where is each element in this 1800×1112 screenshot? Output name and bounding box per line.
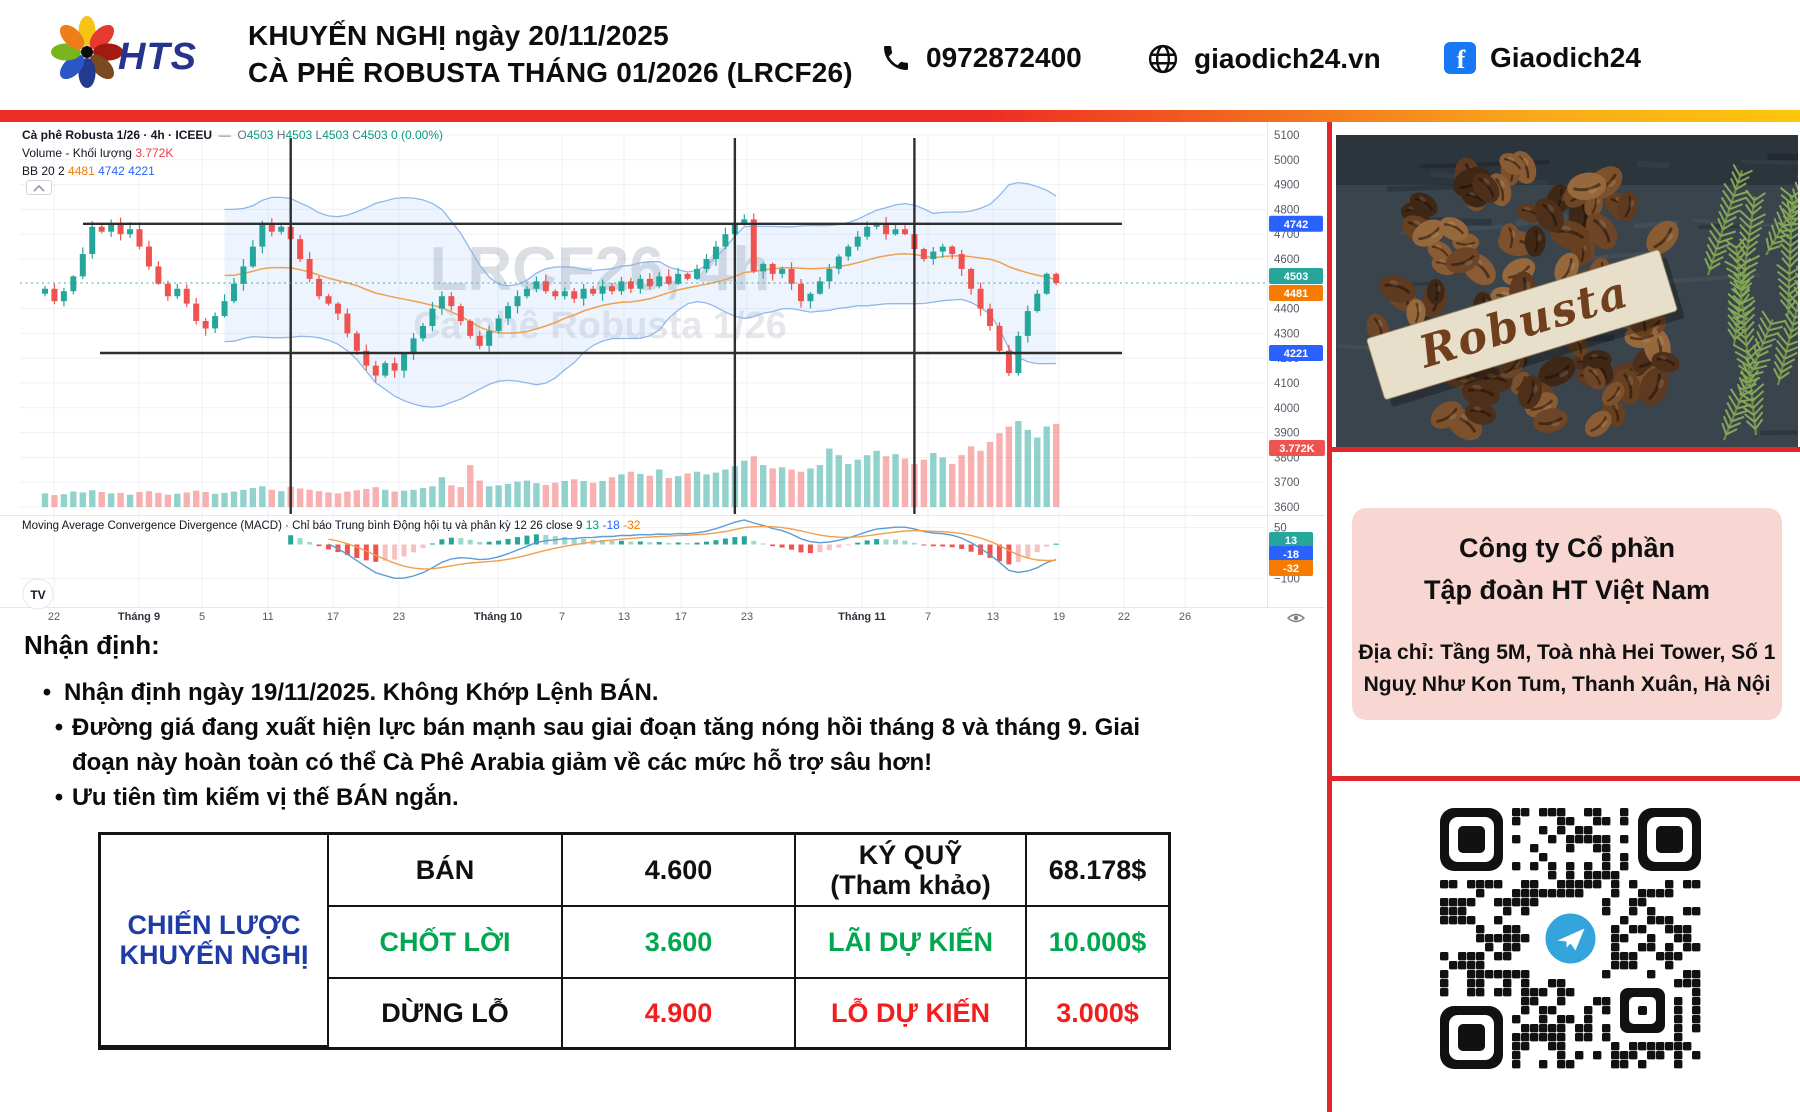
svg-text:4742: 4742 <box>1284 219 1308 231</box>
telegram-qr-code <box>1440 808 1701 1069</box>
sidebar-divider-2 <box>1332 776 1800 781</box>
analysis-section: Nhận định: • Nhận định ngày 19/11/2025. … <box>24 630 1140 815</box>
svg-text:TV: TV <box>30 588 45 602</box>
svg-text:4600: 4600 <box>1274 254 1300 266</box>
report-subtitle: CÀ PHÊ ROBUSTA THÁNG 01/2026 (LRCF26) <box>248 57 853 88</box>
svg-text:Tháng 9: Tháng 9 <box>118 611 160 623</box>
sidebar-divider-1 <box>1332 447 1800 452</box>
svg-text:7: 7 <box>559 611 565 623</box>
svg-text:3700: 3700 <box>1274 477 1300 489</box>
svg-text:-18: -18 <box>1283 549 1299 561</box>
svg-text:23: 23 <box>393 611 405 623</box>
svg-text:4400: 4400 <box>1274 304 1300 316</box>
svg-text:11: 11 <box>262 611 273 623</box>
facebook-icon: f <box>1444 42 1476 74</box>
table-cell-chotloi: CHỐT LỜI <box>329 907 563 979</box>
svg-text:13: 13 <box>987 611 999 623</box>
telegram-icon <box>1540 908 1601 969</box>
table-cell-ban: BÁN <box>329 835 563 907</box>
table-cell-lodukien: LỖ DỰ KIẾN <box>796 979 1027 1047</box>
strategy-table-header: CHIẾN LƯỢC KHUYẾN NGHỊ <box>101 835 329 1047</box>
company-address: Địa chỉ: Tầng 5M, Toà nhà Hei Tower, Số … <box>1358 641 1776 696</box>
svg-text:4100: 4100 <box>1274 378 1300 390</box>
svg-text:3900: 3900 <box>1274 428 1300 440</box>
svg-text:f: f <box>1457 45 1466 74</box>
svg-text:4800: 4800 <box>1274 204 1300 216</box>
company-name-line2: Tập đoàn HT Việt Nam <box>1423 574 1711 605</box>
sidebar-divider-vertical <box>1327 122 1332 1112</box>
table-cell-chotloi-value: 3.600 <box>563 907 796 979</box>
analysis-heading: Nhận định: <box>24 630 160 660</box>
website-url: giaodich24.vn <box>1194 43 1381 74</box>
macd-legend[interactable]: Moving Average Convergence Divergence (M… <box>22 518 641 532</box>
svg-text:-32: -32 <box>1283 563 1299 575</box>
strategy-table: CHIẾN LƯỢC KHUYẾN NGHỊ BÁN 4.600 KÝ QUỸ … <box>98 832 1171 1050</box>
svg-text:5: 5 <box>199 611 205 623</box>
legend-collapse-button[interactable] <box>26 180 52 195</box>
svg-text:7: 7 <box>925 611 931 623</box>
svg-text:3600: 3600 <box>1274 502 1300 514</box>
globe-icon <box>1148 44 1178 74</box>
svg-text:5000: 5000 <box>1274 155 1300 167</box>
svg-text:22: 22 <box>48 611 60 623</box>
table-cell-ban-value: 4.600 <box>563 835 796 907</box>
website-contact[interactable]: giaodich24.vn <box>1146 42 1381 76</box>
report-title: KHUYẾN NGHỊ ngày 20/11/2025 <box>248 20 669 51</box>
table-cell-laidukien-value: 10.000$ <box>1027 907 1168 979</box>
hts-logo-icon <box>51 16 123 88</box>
svg-text:4700: 4700 <box>1274 229 1300 241</box>
hts-logo-text: HTS <box>118 36 197 78</box>
svg-text:26: 26 <box>1179 611 1191 623</box>
svg-text:4000: 4000 <box>1274 403 1300 415</box>
svg-text:23: 23 <box>741 611 753 623</box>
table-cell-lodukien-value: 3.000$ <box>1056 997 1139 1028</box>
analysis-bullet: • Nhận định ngày 19/11/2025. Không Khớp … <box>42 679 659 706</box>
eye-icon[interactable] <box>1286 613 1306 623</box>
svg-text:5100: 5100 <box>1274 130 1300 142</box>
svg-text:13: 13 <box>618 611 630 623</box>
table-cell-kyquy: KÝ QUỸ (Tham khảo) <box>796 835 1027 907</box>
table-cell-laidukien: LÃI DỰ KIẾN <box>796 907 1027 979</box>
analysis-bullet: • Đường giá đang xuất hiện lực bán mạnh … <box>54 714 1140 776</box>
svg-text:4221: 4221 <box>1284 348 1308 360</box>
brand-gradient-bar <box>0 110 1800 122</box>
tradingview-logo[interactable]: TV <box>22 578 54 610</box>
table-cell-dunglo-value: 4.900 <box>563 979 796 1047</box>
company-info-card: Công ty Cổ phần Tập đoàn HT Việt Nam Địa… <box>1352 508 1782 720</box>
price-chart[interactable]: LRCF26, 4hCà phê Robusta 1/2651005000490… <box>0 122 1330 630</box>
phone-icon <box>884 46 908 70</box>
svg-text:4300: 4300 <box>1274 328 1300 340</box>
svg-text:22: 22 <box>1118 611 1130 623</box>
legend-collapse-dash[interactable]: — <box>215 128 235 142</box>
svg-text:4900: 4900 <box>1274 180 1300 192</box>
svg-text:17: 17 <box>327 611 339 623</box>
svg-text:−100: −100 <box>1274 574 1300 586</box>
svg-text:13: 13 <box>1285 535 1297 547</box>
facebook-contact[interactable]: f Giaodich24 <box>1444 42 1641 74</box>
analysis-bullet: • Ưu tiên tìm kiếm vị thế BÁN ngắn. <box>54 784 459 811</box>
phone-contact[interactable]: 0972872400 <box>880 42 1082 74</box>
chart-legend-volume[interactable]: Volume - Khối lượng 3.772K <box>22 146 174 160</box>
svg-text:19: 19 <box>1053 611 1065 623</box>
volume-value: 3.772K <box>135 146 174 160</box>
facebook-name: Giaodich24 <box>1490 42 1641 73</box>
svg-text:Tháng 11: Tháng 11 <box>838 611 886 623</box>
table-cell-dunglo: DỪNG LỖ <box>329 979 563 1047</box>
svg-text:17: 17 <box>675 611 687 623</box>
svg-text:4481: 4481 <box>1284 288 1308 300</box>
phone-number: 0972872400 <box>926 42 1082 73</box>
company-name-line1: Công ty Cổ phần <box>1459 532 1675 563</box>
table-cell-kyquy-value: 68.178$ <box>1027 835 1168 907</box>
robusta-coffee-photo: Robusta <box>1336 135 1798 447</box>
svg-text:4503: 4503 <box>1284 271 1308 283</box>
symbol-name: Cà phê Robusta 1/26 · 4h · ICEEU <box>22 128 213 142</box>
chart-legend-symbol[interactable]: Cà phê Robusta 1/26 · 4h · ICEEU — O4503… <box>22 128 443 142</box>
svg-text:50: 50 <box>1274 523 1287 535</box>
svg-text:Tháng 10: Tháng 10 <box>474 611 522 623</box>
chart-legend-bb[interactable]: BB 20 2 4481 4742 4221 <box>22 164 155 178</box>
svg-text:3.772K: 3.772K <box>1279 443 1315 455</box>
chevron-up-icon <box>33 184 45 192</box>
